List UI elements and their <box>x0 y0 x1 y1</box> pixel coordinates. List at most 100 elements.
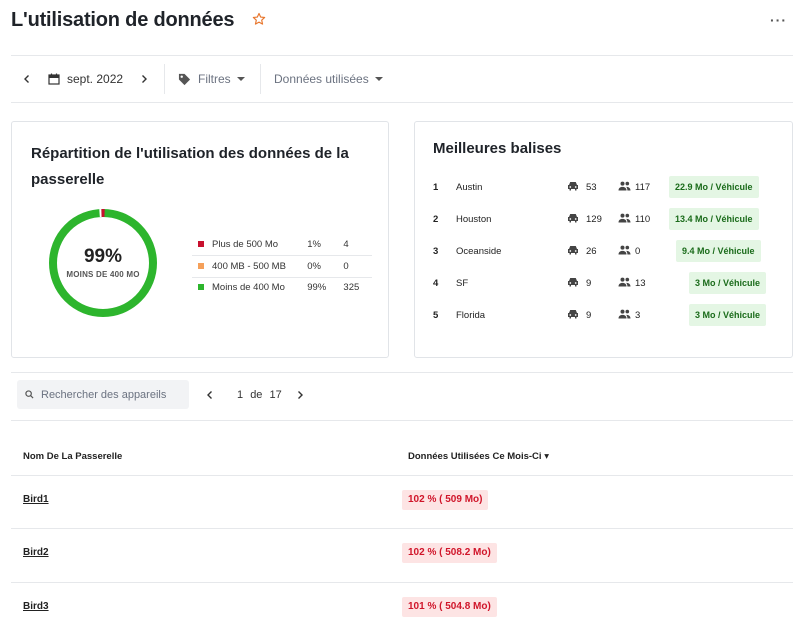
legend-row: 400 MB - 500 MB 0% 0 <box>192 256 372 276</box>
search-icon <box>25 390 34 399</box>
car-icon <box>568 182 578 191</box>
car-icon <box>568 278 578 287</box>
distribution-card: Répartition de l'utilisation des données… <box>11 121 389 358</box>
gateway-link[interactable]: Bird2 <box>23 547 49 558</box>
people-count: 0 <box>635 246 641 257</box>
tag-row[interactable]: 1 Austin 53 117 22.9 Mo / Véhicule <box>431 176 771 198</box>
column-header-data-used[interactable]: Données Utilisées Ce Mois-Ci ▾ <box>408 451 549 462</box>
caret-down-icon <box>374 77 383 81</box>
usage-pill: 101 % ( 504.8 Mo) <box>402 597 497 617</box>
top-tags-card: Meilleures balises 1 Austin 53 117 22.9 … <box>414 121 793 358</box>
legend-label: Plus de 500 Mo <box>212 238 279 250</box>
tag-rank: 3 <box>433 246 439 257</box>
prev-period-icon[interactable] <box>22 74 32 84</box>
tag-row[interactable]: 5 Florida 9 3 3 Mo / Véhicule <box>431 304 771 326</box>
legend-dot <box>198 263 204 269</box>
legend-count: 0 <box>343 260 349 272</box>
usage-pill: 102 % ( 508.2 Mo) <box>402 543 497 563</box>
tag-name: Houston <box>456 214 492 225</box>
legend-percent: 0% <box>307 260 321 272</box>
people-icon <box>618 277 631 287</box>
usage-per-vehicle-badge: 13.4 Mo / Véhicule <box>669 208 759 230</box>
filters-label: Filtres <box>198 72 231 86</box>
legend-divider <box>192 277 372 278</box>
gateway-link[interactable]: Bird3 <box>23 601 49 612</box>
vehicle-count: 9 <box>586 278 592 289</box>
divider <box>11 372 793 373</box>
usage-per-vehicle-badge: 3 Mo / Véhicule <box>689 304 767 326</box>
people-icon <box>618 309 631 319</box>
legend-row: Moins de 400 Mo 99% 325 <box>192 277 372 297</box>
divider <box>11 55 793 56</box>
vehicle-count: 129 <box>586 214 602 225</box>
donut-percent: 99% <box>83 246 123 267</box>
tag-rank: 5 <box>433 310 439 321</box>
star-icon[interactable] <box>252 12 266 26</box>
usage-per-vehicle-badge: 9.4 Mo / Véhicule <box>676 240 761 262</box>
car-icon <box>568 246 578 255</box>
tag-row[interactable]: 4 SF 9 13 3 Mo / Véhicule <box>431 272 771 294</box>
people-icon <box>618 213 631 223</box>
distribution-title: Répartition de l'utilisation des données… <box>31 145 349 188</box>
tag-rank: 1 <box>433 182 439 193</box>
car-icon <box>568 214 578 223</box>
tag-row[interactable]: 2 Houston 129 110 13.4 Mo / Véhicule <box>431 208 771 230</box>
divider <box>11 102 793 103</box>
page-current: 1 <box>237 389 244 401</box>
search-input[interactable] <box>17 380 189 409</box>
vehicle-count: 53 <box>586 182 597 193</box>
people-count: 110 <box>635 214 651 225</box>
data-used-label: Données utilisées <box>274 72 369 86</box>
page-indicator: 1 de 17 <box>237 389 282 401</box>
vehicle-count: 9 <box>586 310 592 321</box>
legend-dot <box>198 241 204 247</box>
donut-sublabel: MOINS DE 400 MO <box>66 270 140 279</box>
tag-name: Austin <box>456 182 483 193</box>
tag-icon <box>178 73 191 85</box>
tag-name: Oceanside <box>456 246 502 257</box>
legend-percent: 1% <box>307 238 321 250</box>
tag-rank: 4 <box>433 278 439 289</box>
legend-row: Plus de 500 Mo 1% 4 <box>192 234 372 254</box>
period-selector[interactable]: sept. 2022 <box>48 71 123 87</box>
legend-count: 4 <box>343 238 349 250</box>
people-count: 117 <box>635 182 651 193</box>
tag-name: SF <box>456 278 469 289</box>
people-count: 13 <box>635 278 646 289</box>
car-icon <box>568 310 578 319</box>
page-of: de <box>250 389 263 401</box>
people-icon <box>618 245 631 255</box>
legend-dot <box>198 284 204 290</box>
gateway-link[interactable]: Bird1 <box>23 494 49 505</box>
more-options-button[interactable]: ··· <box>770 12 787 28</box>
legend-percent: 99% <box>307 281 327 293</box>
legend-divider <box>192 255 372 256</box>
tag-name: Florida <box>456 310 486 321</box>
table-divider <box>11 582 793 583</box>
table-divider <box>11 475 793 476</box>
top-tags-title: Meilleures balises <box>433 140 562 157</box>
next-page-icon[interactable] <box>295 390 305 400</box>
data-used-dropdown[interactable]: Données utilisées <box>274 71 383 87</box>
people-count: 3 <box>635 310 641 321</box>
usage-pill: 102 % ( 509 Mo) <box>402 490 489 510</box>
table-divider <box>11 528 793 529</box>
filters-dropdown[interactable]: Filtres <box>178 71 245 87</box>
prev-page-icon[interactable] <box>205 390 215 400</box>
next-period-icon[interactable] <box>139 74 149 84</box>
usage-donut-chart <box>49 208 157 317</box>
people-icon <box>618 181 631 191</box>
period-label: sept. 2022 <box>67 72 124 86</box>
tag-row[interactable]: 3 Oceanside 26 0 9.4 Mo / Véhicule <box>431 240 771 262</box>
page-title: L'utilisation de données <box>11 9 235 31</box>
toolbar-separator <box>164 64 165 94</box>
usage-per-vehicle-badge: 22.9 Mo / Véhicule <box>669 176 759 198</box>
usage-per-vehicle-badge: 3 Mo / Véhicule <box>689 272 767 294</box>
legend-label: 400 MB - 500 MB <box>212 260 286 272</box>
legend-count: 325 <box>343 281 360 293</box>
calendar-icon <box>48 73 60 85</box>
tag-rank: 2 <box>433 214 439 225</box>
column-header-gateway-name[interactable]: Nom De La Passerelle <box>23 451 123 462</box>
page-total: 17 <box>269 389 282 401</box>
toolbar-separator <box>260 64 261 94</box>
